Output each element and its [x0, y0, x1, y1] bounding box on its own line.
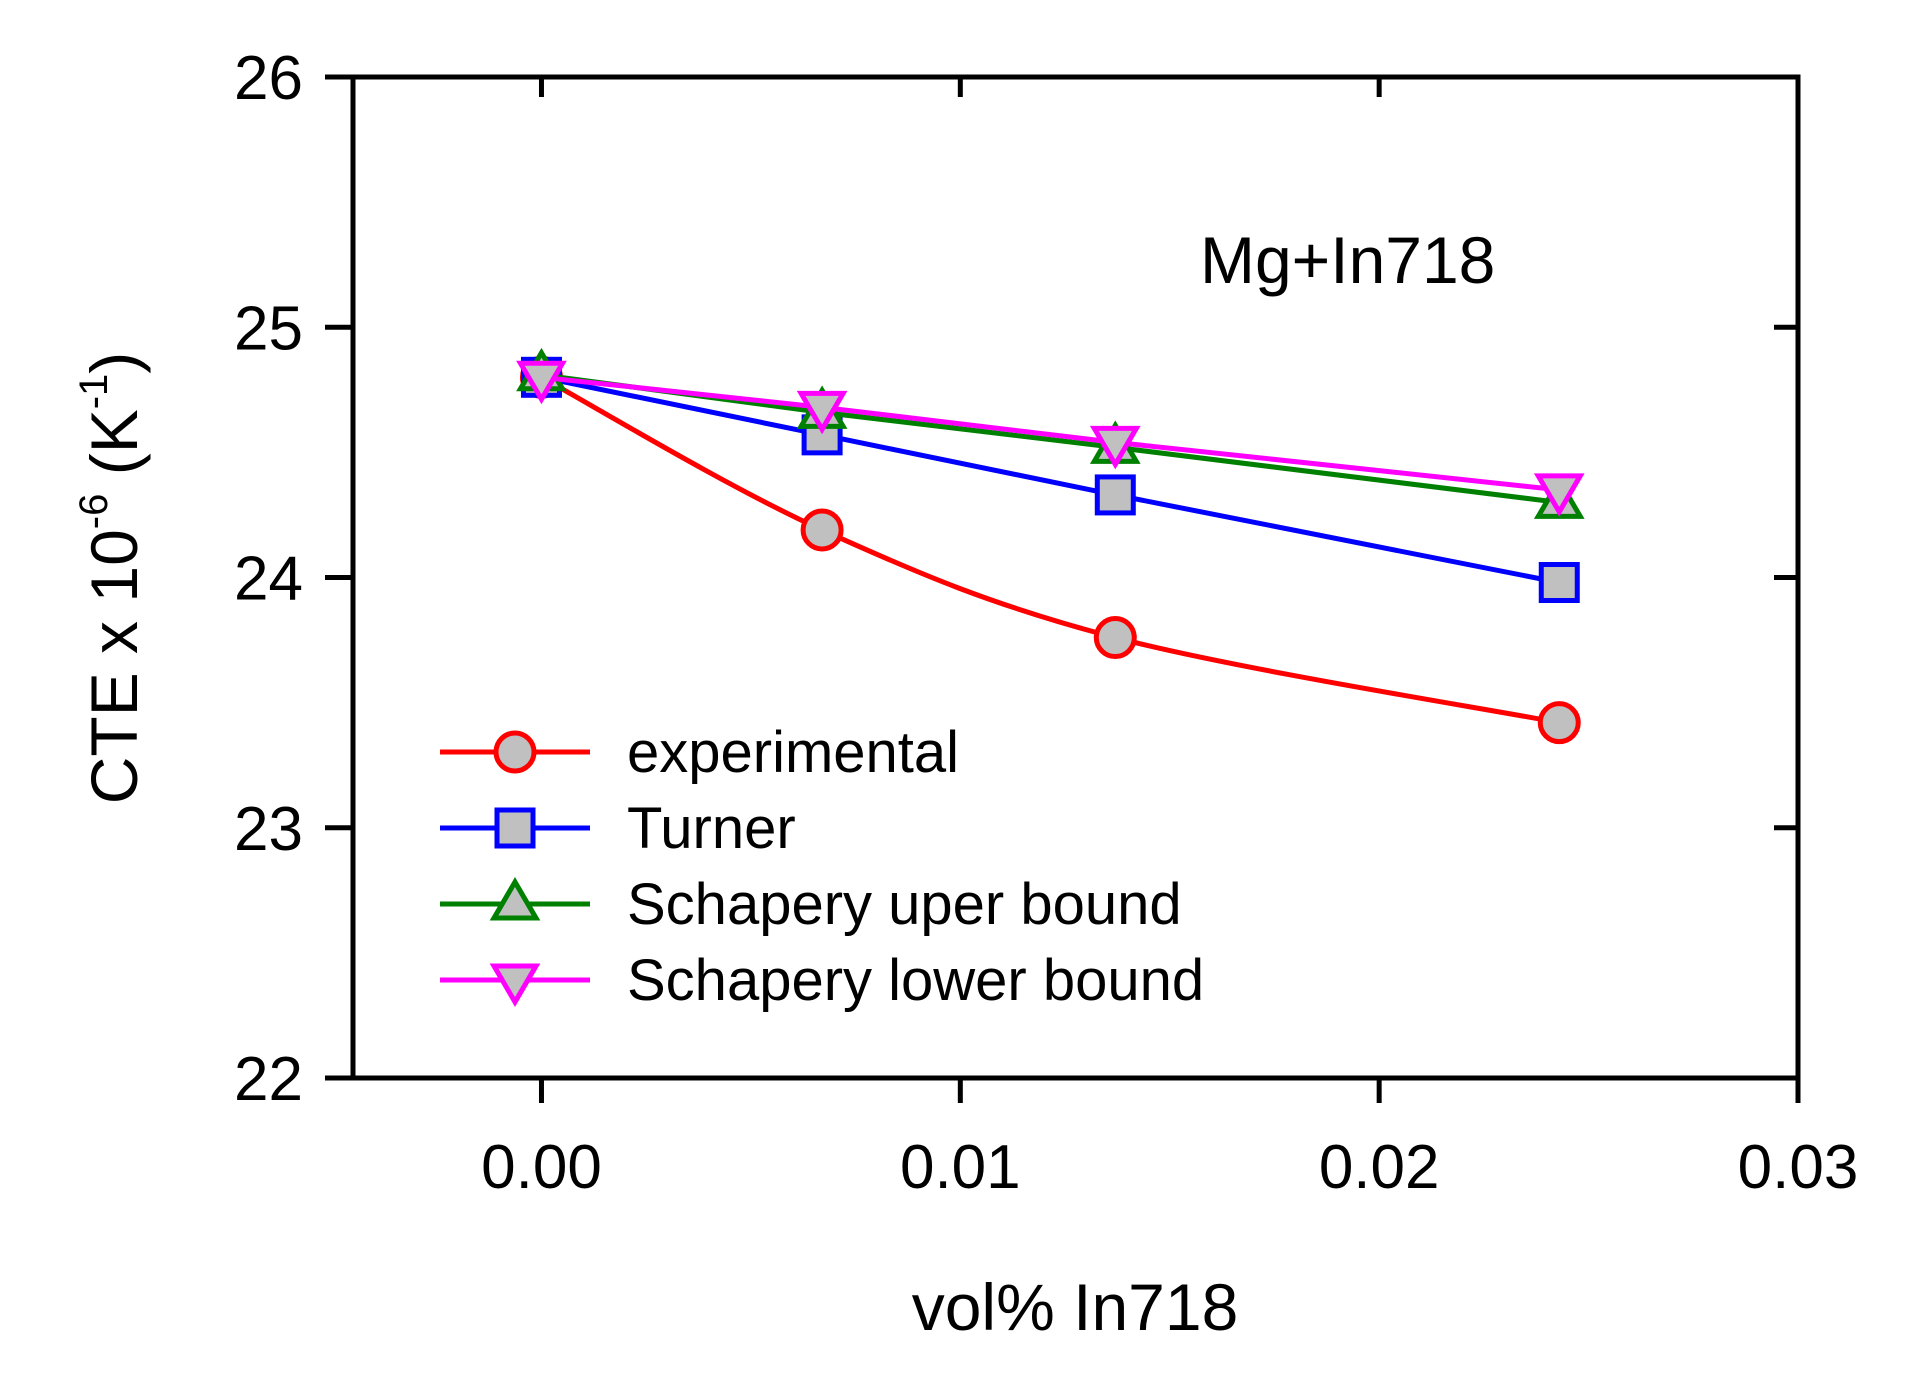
data-point — [796, 390, 848, 435]
x-tick-label: 0.01 — [900, 1133, 1021, 1202]
legend-item: Schapery lower bound — [440, 948, 1204, 1013]
legend-marker — [494, 807, 536, 849]
legend-item: Turner — [440, 796, 796, 861]
y-axis-ticks: 22 23 24 25 26 — [234, 44, 1798, 1114]
legend: experimental Turner Schapery uper bound Sch… — [440, 720, 1204, 1013]
x-tick-label: 0.03 — [1738, 1133, 1859, 1202]
legend-label: Schapery uper bound — [627, 872, 1182, 937]
legend-marker — [489, 963, 541, 1007]
data-point — [1089, 425, 1141, 470]
y-tick-label: 22 — [234, 1045, 303, 1114]
data-point — [800, 508, 844, 552]
y-axis-title-unit-exponent: -1 — [72, 374, 116, 410]
y-tick-label: 23 — [234, 795, 303, 864]
series-line — [540, 375, 1560, 726]
legend-item: Schapery uper bound — [440, 872, 1182, 937]
x-tick-label: 0.02 — [1319, 1133, 1440, 1202]
y-axis-title-exponent: -6 — [72, 494, 116, 530]
y-axis-title-unit-open: (K — [77, 409, 151, 493]
chart-annotation: Mg+In718 — [1200, 223, 1495, 297]
y-tick-label: 25 — [234, 294, 303, 363]
x-axis-title: vol% In718 — [912, 1270, 1239, 1344]
data-point — [1537, 701, 1581, 745]
series-line — [541, 374, 1560, 493]
legend-label: experimental — [627, 720, 959, 785]
data-point — [516, 360, 567, 405]
x-axis-ticks: 0.00 0.01 0.02 0.03 — [481, 77, 1858, 1202]
legend-marker — [493, 730, 537, 774]
series-layer — [516, 347, 1585, 745]
legend-label: Turner — [627, 796, 796, 861]
data-point — [1538, 562, 1580, 604]
legend-item: experimental — [440, 720, 959, 785]
y-axis-title-unit-close: ) — [77, 352, 151, 374]
data-point — [1533, 473, 1585, 517]
y-tick-label: 26 — [234, 44, 303, 113]
y-axis-title: CTE x 10-6 (K-1) — [72, 352, 151, 805]
series-line — [540, 374, 1560, 585]
y-tick-label: 24 — [234, 545, 303, 614]
series-experimental — [519, 355, 1581, 745]
data-point — [1093, 616, 1137, 660]
legend-marker — [489, 877, 541, 921]
x-tick-label: 0.00 — [481, 1133, 602, 1202]
y-axis-title-base: CTE x 10 — [77, 529, 151, 804]
series-schapery-lower-bound — [516, 360, 1585, 517]
data-point — [1094, 474, 1136, 516]
legend-label: Schapery lower bound — [627, 948, 1204, 1013]
